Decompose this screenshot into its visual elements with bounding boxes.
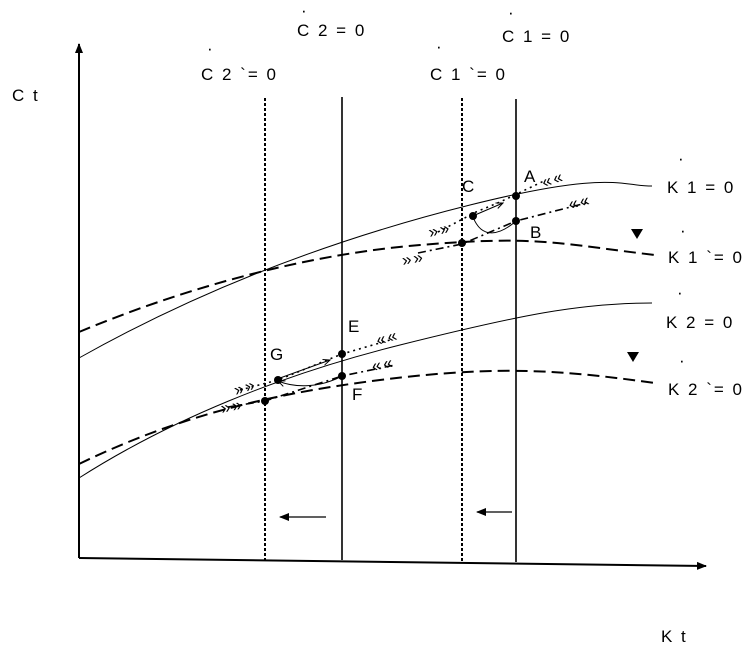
k2-label: K 2 = 0 xyxy=(666,313,734,332)
saddle-path-upper-old xyxy=(437,179,547,233)
point-g-label: G xyxy=(270,345,285,364)
k1-curve xyxy=(78,181,653,359)
c1-prime-label: C 1 `= 0 xyxy=(430,65,507,84)
transition-path-upper xyxy=(474,203,503,216)
point-e-label: E xyxy=(348,317,361,336)
point-c2-prime xyxy=(261,397,269,405)
point-a-label: A xyxy=(524,167,537,186)
point-c xyxy=(469,212,477,220)
k2-prime-curve xyxy=(78,369,656,465)
k1-label: K 1 = 0 xyxy=(667,178,735,197)
chevron-left-f: «« xyxy=(370,353,396,376)
saddle-path-lower-new xyxy=(227,364,396,408)
transition-arrow-upper xyxy=(472,216,517,234)
point-f xyxy=(338,372,346,380)
k2-curve xyxy=(78,302,653,479)
chevron-right-c-old: »» xyxy=(426,218,453,242)
k1-prime-label: K 1 `= 0 xyxy=(668,248,744,267)
c2-label: C 2 = 0 xyxy=(297,21,366,40)
chevron-left-b: «« xyxy=(566,190,593,214)
transition-path-lower xyxy=(279,360,330,379)
c1-label: C 1 = 0 xyxy=(502,27,571,46)
k2-prime-dot: · xyxy=(679,351,687,370)
k1-dot: · xyxy=(678,149,686,168)
chevron-right-g-new: »» xyxy=(219,395,245,418)
point-c1-prime xyxy=(458,239,466,247)
chevron-right-c-new: »» xyxy=(400,247,426,270)
x-axis-label: K t xyxy=(661,627,688,646)
x-axis xyxy=(78,557,707,570)
point-e xyxy=(338,350,346,358)
k1-prime-curve xyxy=(78,239,656,333)
c2-prime-dot: · xyxy=(207,39,215,58)
c2-prime-label: C 2 `= 0 xyxy=(201,65,278,84)
transition-arrow-lower xyxy=(278,375,343,386)
c1-dot: · xyxy=(508,3,516,22)
k2-shift-down-icon xyxy=(627,352,639,362)
k2-prime-label: K 2 `= 0 xyxy=(668,380,744,399)
point-a xyxy=(512,192,520,200)
c2-dot: · xyxy=(301,1,309,20)
chevron-left-a: «« xyxy=(539,167,567,192)
c1-prime-dot: · xyxy=(436,37,444,56)
point-b xyxy=(512,217,520,225)
point-c-label: C xyxy=(462,177,476,196)
point-f-label: F xyxy=(352,385,364,404)
y-axis-label: C t xyxy=(12,86,40,105)
k2-dot: · xyxy=(677,283,685,302)
point-b-label: B xyxy=(530,223,543,242)
point-g xyxy=(274,376,282,384)
k1-prime-dot: · xyxy=(680,221,688,240)
k1-shift-down-icon xyxy=(631,229,643,239)
